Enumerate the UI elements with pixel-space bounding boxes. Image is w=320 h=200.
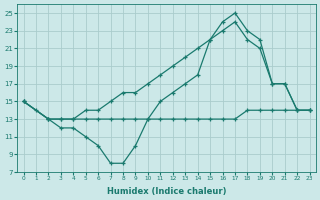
X-axis label: Humidex (Indice chaleur): Humidex (Indice chaleur) [107, 187, 226, 196]
